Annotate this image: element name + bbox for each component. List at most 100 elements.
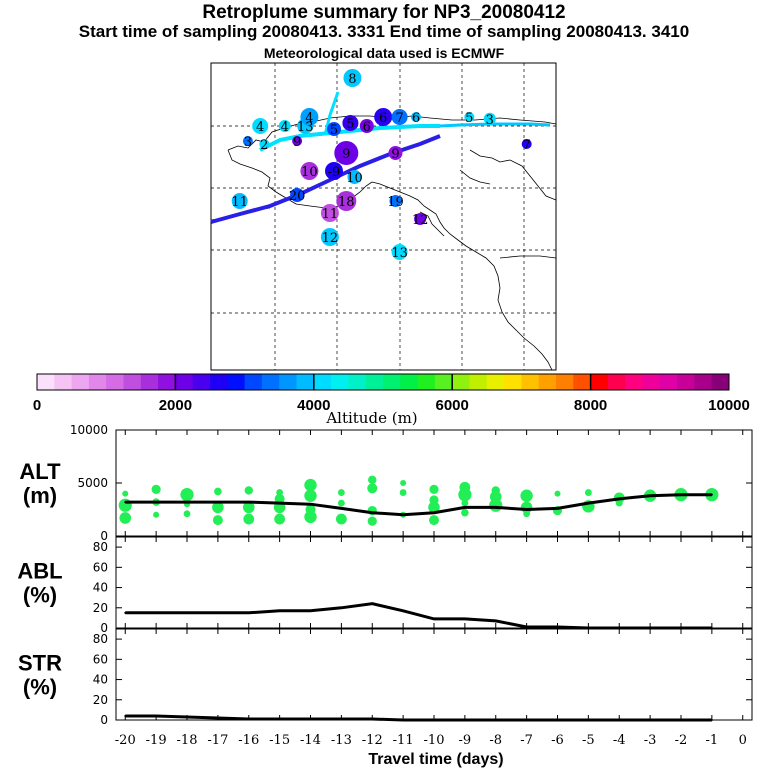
alt-series-point [618, 497, 621, 500]
time-series-panels: ALT(m)1000050000ABL(%)806040200STR(%)806… [17, 423, 753, 768]
abl-series-point [402, 609, 405, 612]
alt-scatter-point [244, 486, 253, 495]
alt-scatter-point [119, 512, 132, 524]
plume-marker [327, 122, 341, 136]
abl-series-point [371, 602, 374, 605]
alt-series-point [247, 501, 250, 504]
chart-title: Retroplume summary for NP3_20080412 [202, 2, 566, 23]
str-ytick-label: 20 [93, 693, 108, 707]
alt-scatter-point [584, 489, 592, 496]
x-tick-label: -17 [207, 733, 228, 748]
x-tick-label: -14 [300, 733, 321, 748]
plume-day-label: 19 [387, 195, 404, 210]
str-series-point [463, 719, 466, 721]
alt-scatter-point [428, 501, 440, 514]
alt-scatter-point [242, 501, 255, 514]
plume-day-label: 5 [330, 123, 338, 138]
plume-day-label: 7 [395, 111, 403, 126]
colorbar-swatch [37, 374, 55, 390]
str-series-point [247, 717, 250, 720]
plume-centroid-markers [231, 69, 532, 260]
x-tick-label: -16 [238, 733, 259, 748]
alt-scatter-point [304, 478, 317, 492]
alt-series-point [186, 501, 189, 504]
abl-series-point [463, 617, 466, 620]
colorbar-swatch [642, 374, 661, 390]
colorbar-swatch [227, 374, 246, 390]
plume-day-label: 9 [293, 135, 301, 150]
abl-series-point [494, 619, 497, 622]
x-tick-label: -6 [551, 733, 564, 748]
str-unit: (%) [23, 675, 57, 700]
alt-scatter-point [274, 493, 285, 504]
str-frame [115, 628, 753, 721]
alt-unit: (m) [23, 483, 57, 508]
plume-day-label: 4 [256, 120, 264, 135]
plume-marker [292, 136, 303, 146]
colorbar-swatch [504, 374, 522, 390]
colorbar-swatch [88, 374, 107, 390]
plume-marker [252, 118, 269, 134]
plume-day-label: 4 [305, 111, 313, 126]
colorbar-swatch [158, 374, 176, 390]
alt-series-point [340, 507, 343, 510]
alt-scatter-point [243, 513, 255, 525]
str-series-point [433, 719, 435, 721]
alt-series-line [125, 493, 712, 517]
plume-marker [325, 162, 343, 180]
colorbar-tick-label: 6000 [436, 397, 469, 414]
abl-series-point [278, 609, 281, 612]
plume-marker [414, 213, 427, 225]
colorbar-tick-label: 2000 [159, 397, 192, 414]
plume-marker [389, 195, 402, 207]
plume-day-label: 20 [289, 189, 306, 204]
plume-day-label: 10 [301, 165, 318, 180]
track-cyan-north [323, 91, 340, 136]
alt-scatter-point [367, 516, 377, 526]
plume-day-label: 11 [322, 207, 339, 222]
plume-marker [320, 228, 339, 246]
sampling-times: Start time of sampling 20080413. 3331 En… [78, 22, 690, 41]
abl-ytick-label: 60 [93, 560, 108, 574]
retroplume-tracks [210, 91, 551, 224]
x-tick-label: -2 [675, 733, 688, 748]
colorbar-swatch [244, 374, 263, 390]
str-label: STR [18, 651, 62, 676]
x-tick-label: -4 [613, 733, 626, 748]
str-ytick-label: 60 [93, 652, 108, 666]
alt-series-point [525, 508, 528, 511]
colorbar-swatch [590, 374, 609, 390]
colorbar-swatch [175, 374, 194, 390]
plume-day-label: 6 [379, 111, 387, 126]
x-tick-label: -18 [177, 733, 198, 748]
colorbar-frame [36, 373, 730, 391]
abl-series-point [525, 625, 528, 628]
abl-ytick-label: 20 [93, 601, 108, 615]
colorbar-swatch [140, 374, 159, 390]
plume-marker [278, 120, 291, 132]
alt-scatter-point [400, 480, 407, 486]
colorbar-swatch [417, 374, 436, 390]
x-tick-label: -11 [393, 733, 414, 748]
plume-marker [231, 193, 248, 209]
abl-series-point [155, 611, 158, 614]
abl-ytick-label: 0 [100, 621, 108, 635]
plume-marker [483, 112, 496, 125]
alt-scatter-point [151, 484, 161, 494]
colorbar-swatch [677, 374, 695, 390]
alt-series-point [556, 507, 559, 510]
plume-marker [391, 244, 408, 260]
str-series-point [679, 719, 682, 721]
alt-scatter-point [368, 475, 377, 485]
alt-series-point [309, 503, 312, 506]
alt-scatter-point [183, 510, 191, 518]
abl-series-point [433, 617, 435, 620]
colorbar-swatch [192, 374, 211, 390]
alt-scatter-point [304, 510, 317, 524]
colorbar-swatch [400, 374, 419, 390]
str-series-point [155, 714, 158, 717]
plume-marker [342, 115, 359, 131]
plume-day-label: 12 [322, 231, 339, 246]
plume-day-label: 13 [297, 120, 314, 135]
str-series-point [371, 717, 374, 720]
